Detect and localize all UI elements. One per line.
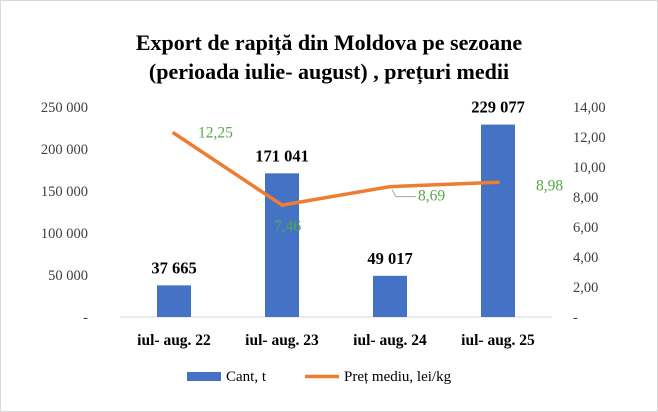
right-axis-tick-label: 6,00 bbox=[573, 220, 598, 236]
right-axis-tick-label: 8,00 bbox=[573, 190, 598, 206]
right-axis-tick-label: 14,00 bbox=[573, 100, 606, 116]
line-point-pret bbox=[388, 184, 392, 189]
legend-label-cant: Cant, t bbox=[226, 369, 267, 385]
right-axis-tick-label: 12,00 bbox=[573, 130, 606, 146]
chart-title-line-2: (perioada iulie- august) , prețuri medii bbox=[149, 59, 509, 85]
legend: Cant, t Preț mediu, lei/kg bbox=[187, 369, 452, 385]
line-data-label: 8,98 bbox=[536, 177, 563, 194]
bar-cant bbox=[157, 285, 191, 317]
bar-cant bbox=[481, 124, 515, 317]
left-axis-tick-label: 100 000 bbox=[41, 226, 88, 242]
right-axis-tick-label: - bbox=[573, 310, 578, 326]
left-axis-tick-label: 50 000 bbox=[48, 268, 88, 284]
legend-label-pret: Preț mediu, lei/kg bbox=[344, 369, 452, 385]
bar-data-label: 229 077 bbox=[471, 98, 525, 117]
line-point-pret bbox=[172, 131, 176, 136]
x-axis-category-label: iul- aug. 25 bbox=[461, 332, 535, 349]
left-axis-tick-label: 150 000 bbox=[41, 184, 88, 200]
right-axis-tick-label: 2,00 bbox=[573, 280, 598, 296]
x-axis-category-label: iul- aug. 22 bbox=[137, 332, 211, 349]
bar-data-label: 171 041 bbox=[255, 146, 309, 165]
bar-cant bbox=[373, 275, 407, 317]
line-label-leader bbox=[391, 189, 416, 198]
left-axis-tick-label: 200 000 bbox=[41, 142, 88, 158]
right-axis-tick-label: 4,00 bbox=[573, 250, 598, 266]
line-point-pret bbox=[280, 203, 284, 207]
line-data-label: 8,69 bbox=[418, 188, 445, 205]
line-data-label: 7,46 bbox=[274, 218, 301, 235]
x-axis-category-label: iul- aug. 24 bbox=[353, 332, 427, 349]
line-pret-mediu bbox=[172, 131, 500, 207]
left-axis-tick-label: - bbox=[83, 310, 88, 326]
plot-area: - 50 000 100 000 150 000 200 000 250 000 - 2,00… bbox=[41, 98, 606, 349]
bar-data-label: 49 017 bbox=[367, 249, 412, 268]
x-axis-category-label: iul- aug. 23 bbox=[245, 332, 319, 349]
left-axis-tick-label: 250 000 bbox=[41, 100, 88, 116]
line-data-label: 12,25 bbox=[198, 124, 233, 141]
legend-swatch-cant bbox=[187, 372, 221, 381]
line-point-pret bbox=[496, 180, 500, 185]
chart-title-line-1: Export de rapiță din Moldova pe sezoane bbox=[136, 30, 522, 56]
bar-cant bbox=[265, 173, 299, 317]
right-axis-tick-label: 10,00 bbox=[573, 160, 606, 176]
bar-data-label: 37 665 bbox=[151, 258, 196, 277]
